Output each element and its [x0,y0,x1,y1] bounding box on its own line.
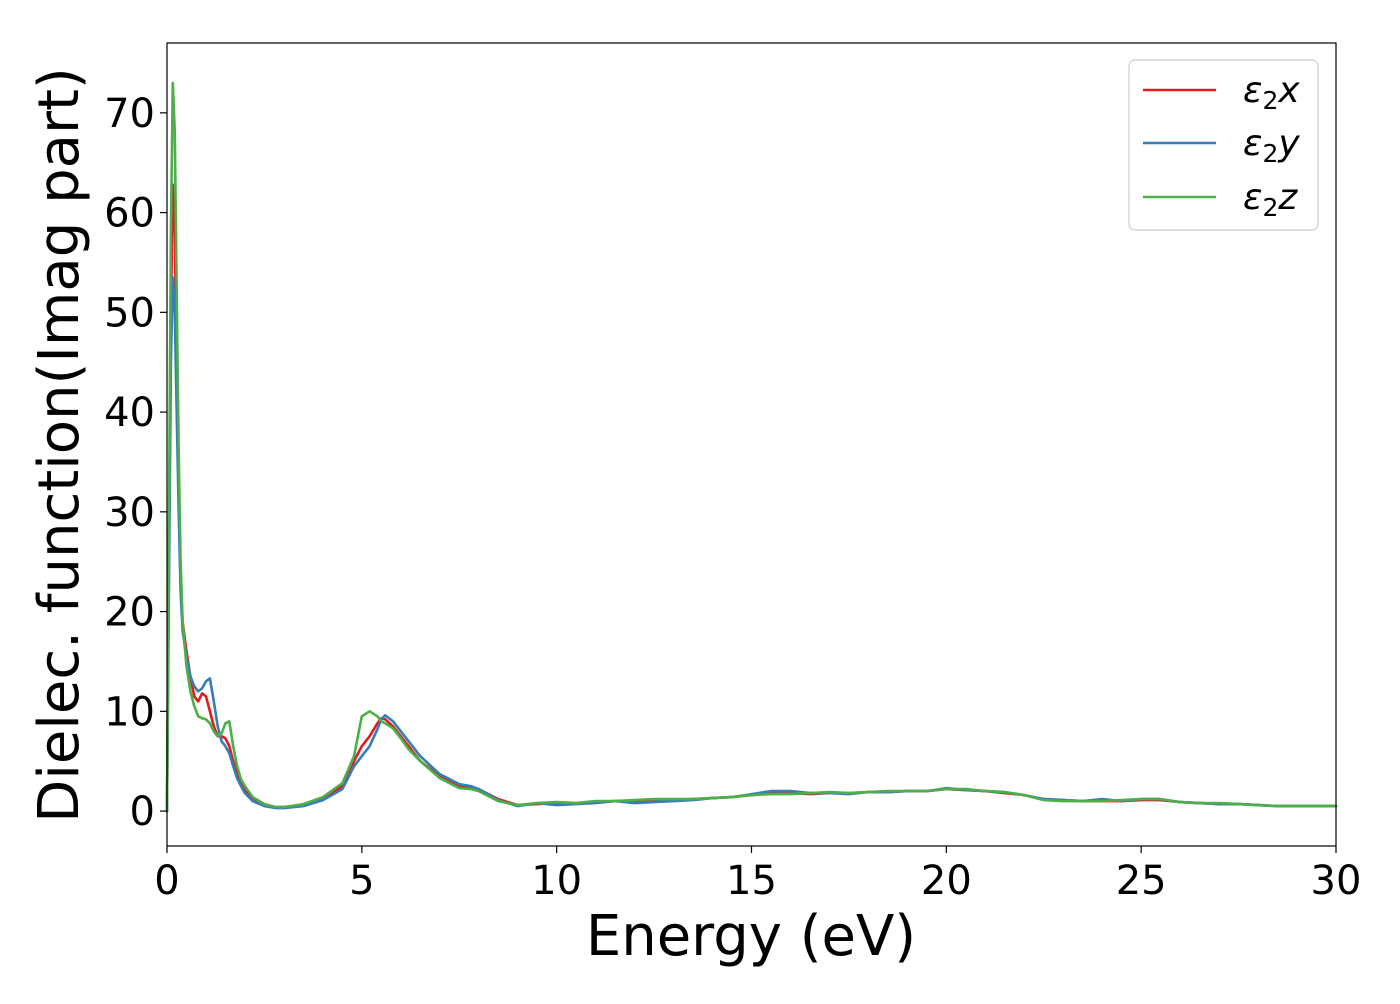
legend-label: ε2z [1243,177,1298,222]
y-tick-label: 70 [104,91,155,137]
x-tick-label: 0 [154,858,179,904]
x-tick-label: 10 [531,858,582,904]
legend-label: ε2x [1243,70,1300,115]
series-line-1 [165,183,1338,813]
y-tick-label: 30 [104,490,155,536]
x-tick-label: 25 [1116,858,1167,904]
series-line-2 [165,276,1338,813]
legend-frame [1128,59,1319,231]
series-line-3 [165,81,1338,813]
y-tick-label: 10 [104,689,155,735]
x-tick-label: 30 [1311,858,1362,904]
y-tick-label: 60 [104,191,155,237]
y-tick-label: 20 [104,590,155,636]
y-tick-label: 40 [104,390,155,436]
y-tick-label: 0 [130,789,155,835]
y-tick-label: 50 [104,290,155,336]
legend: ε2x ε2y ε2z [1128,59,1319,231]
x-axis-ticks: 0 5 10 15 20 25 30 [154,846,1361,904]
y-axis-ticks: 0 10 20 30 40 50 60 70 [104,91,167,835]
legend-items: ε2x ε2y ε2z [1143,70,1300,222]
legend-label: ε2y [1243,123,1300,168]
series-layer [165,81,1338,813]
x-axis-title: Energy (eV) [586,904,916,969]
x-tick-label: 20 [921,858,972,904]
x-tick-label: 5 [349,858,374,904]
y-axis-title: Dielec. function(Imag part) [27,67,92,823]
x-tick-label: 15 [726,858,777,904]
